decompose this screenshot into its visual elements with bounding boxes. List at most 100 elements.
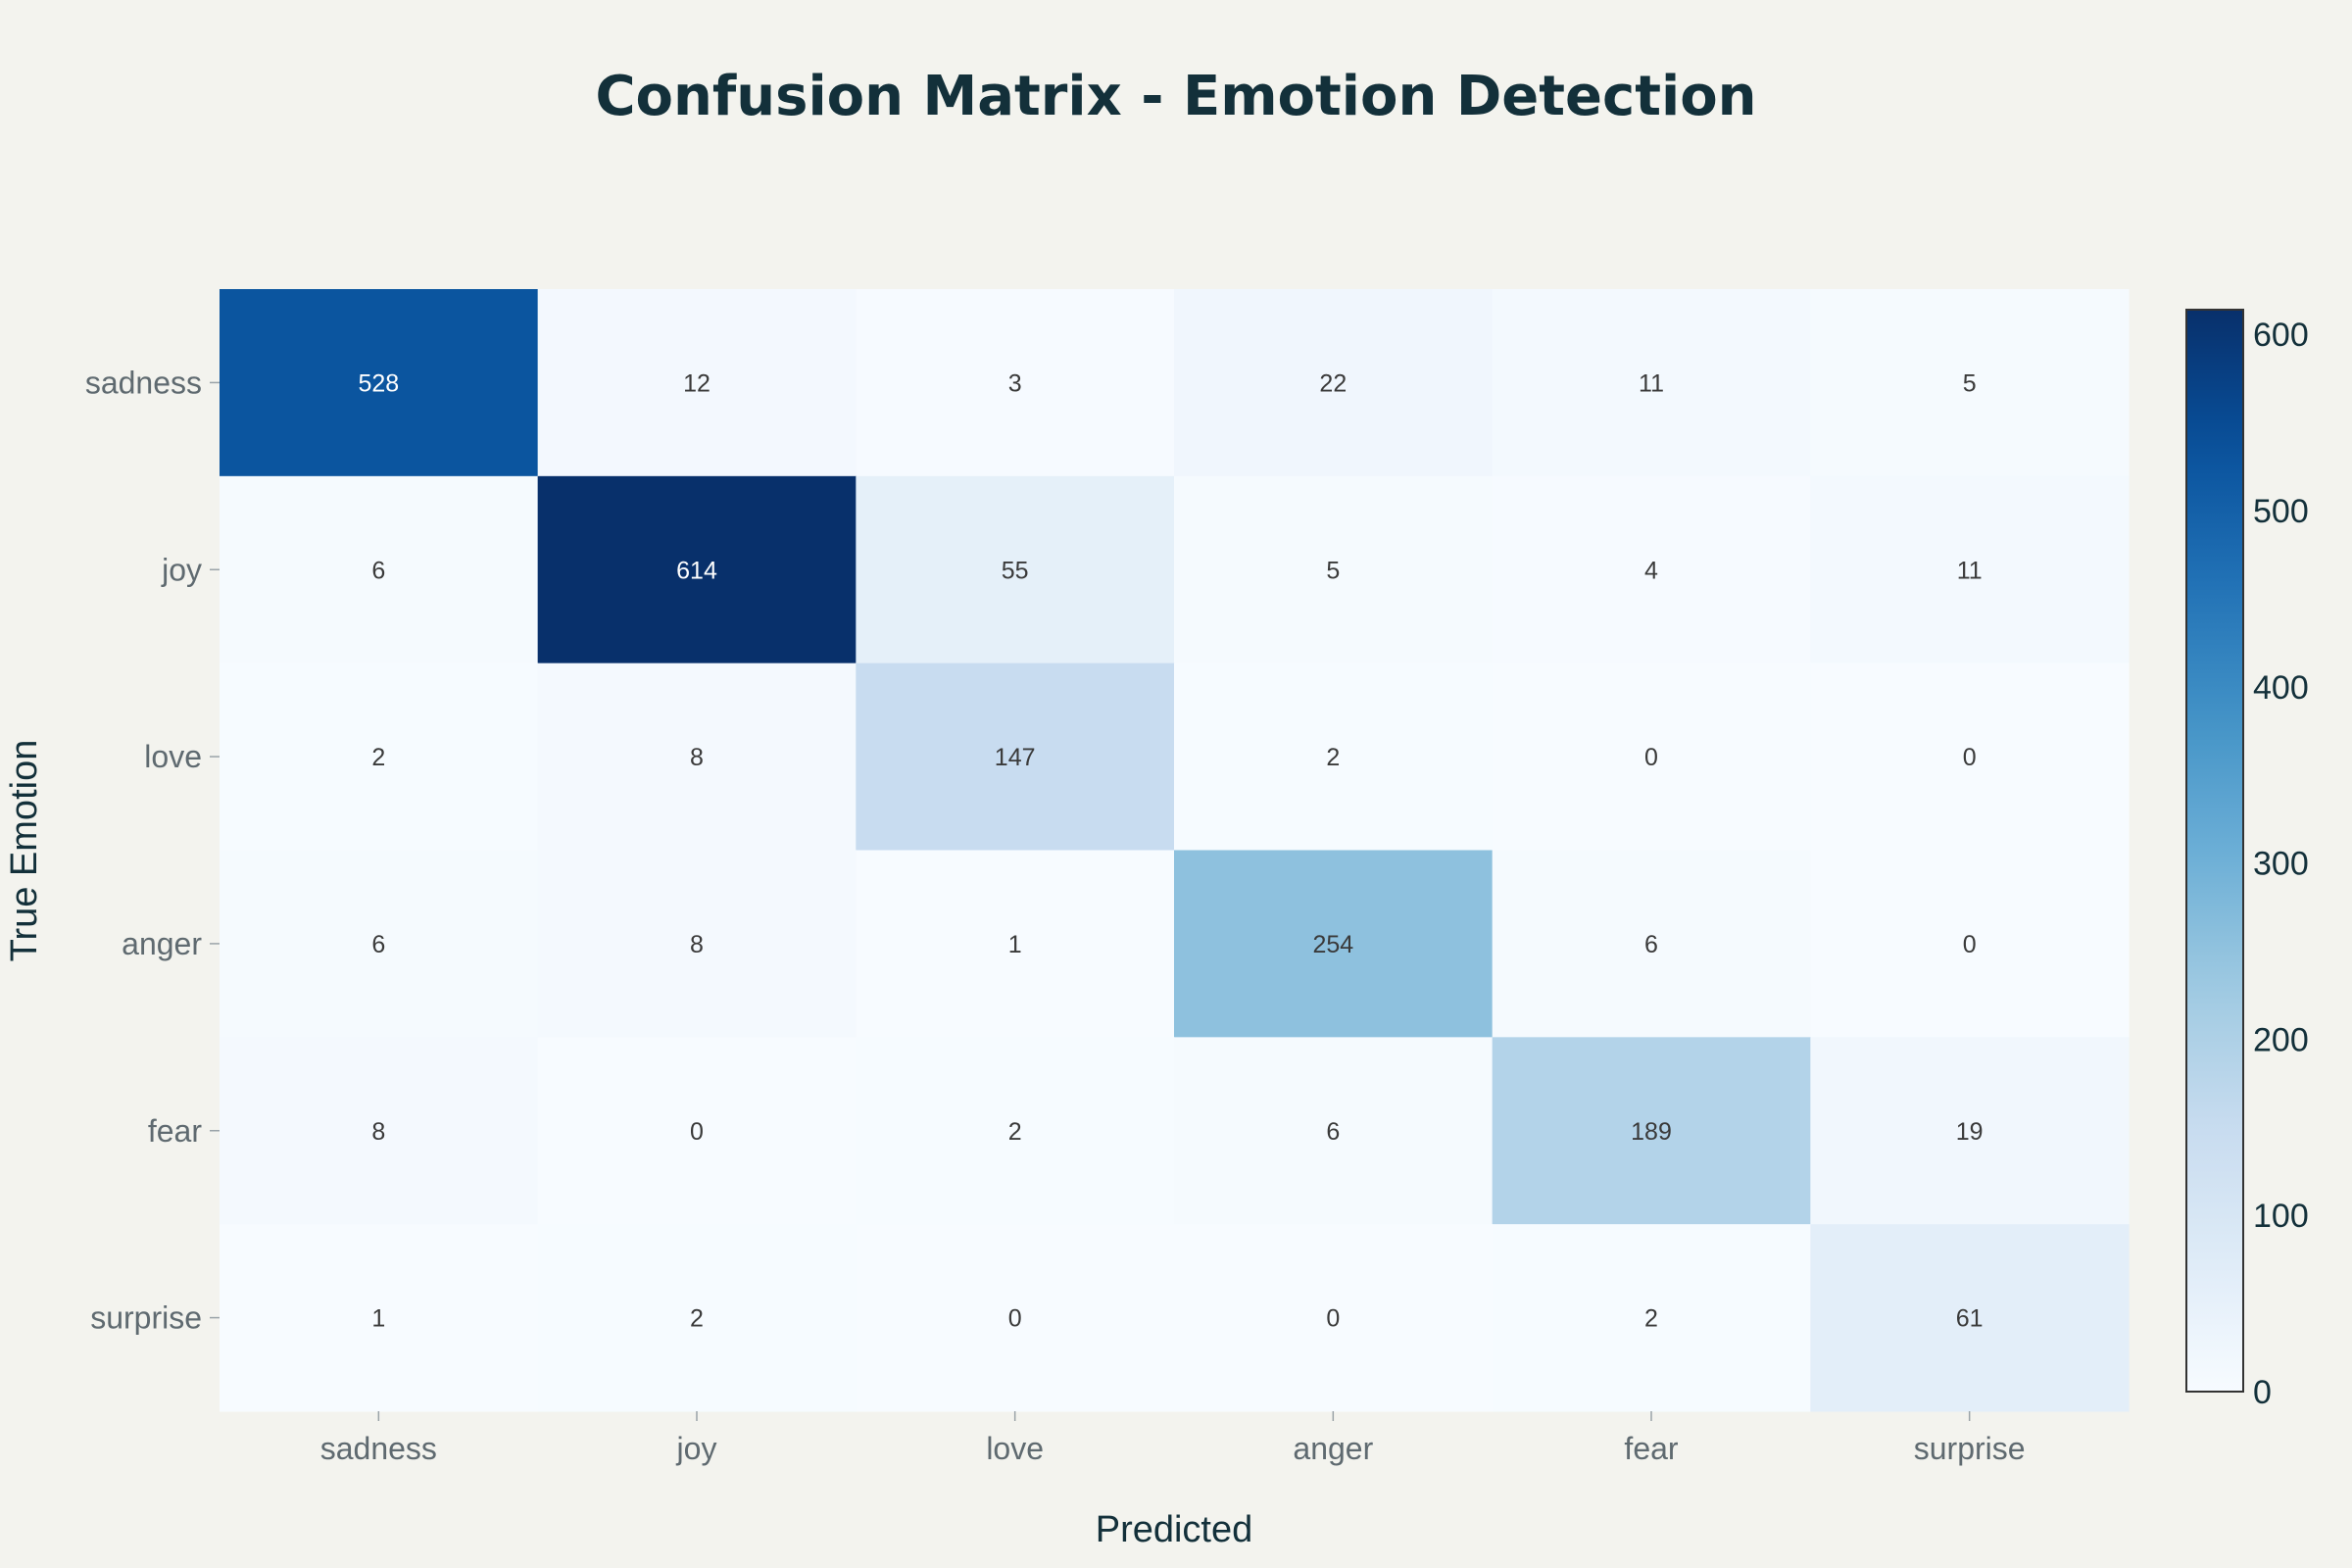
cell-value-label: 254 [1312,931,1353,958]
x-tick-label: surprise [1914,1431,2026,1466]
cell-value-label: 8 [371,1118,385,1146]
heatmap-cell [856,1224,1175,1412]
cell-value-label: 5 [1326,557,1340,584]
y-tick-label: love [144,739,202,774]
cell-value-label: 11 [1957,557,1983,584]
heatmap-cell [1492,289,1811,477]
heatmap-cell [220,662,539,852]
cell-value-label: 5 [1963,369,1977,397]
colorbar-tick-label: 500 [2253,493,2309,530]
heatmap-cell [856,850,1175,1038]
colorbar-gradient [2185,309,2244,1393]
colorbar-tick-label: 400 [2253,669,2309,707]
cell-value-label: 12 [683,369,710,397]
cell-value-label: 55 [1002,557,1029,584]
cell-value-label: 0 [690,1118,704,1146]
heatmap-cell [1174,475,1494,664]
cell-value-label: 0 [1326,1305,1340,1333]
heatmap-cell [220,850,539,1038]
colorbar-tick-label: 600 [2253,317,2309,354]
heatmap-cell [1492,1224,1811,1412]
heatmap-cells: 528 12 3 22 11 56 614 55 5 4 112 8 147 2 0 06 8 1 254 6 08 0 2… [220,289,2130,1412]
heatmap-cell [1492,850,1811,1038]
y-axis-title: True Emotion [4,740,45,962]
cell-value-label: 0 [1963,744,1977,771]
cell-value-label: 2 [1008,1118,1022,1146]
cell-value-label: 61 [1956,1305,1984,1333]
cell-value-label: 0 [1644,744,1658,771]
x-tick-label: joy [676,1431,717,1466]
cell-value-label: 189 [1631,1118,1672,1146]
heatmap-cell [537,1224,857,1412]
x-tick-label: anger [1293,1431,1373,1466]
cell-value-label: 2 [1326,744,1340,771]
x-tick-label: sadness [320,1431,437,1466]
x-axis-ticks: sadness joy love anger fear surprise [320,1411,2026,1466]
cell-value-label: 22 [1319,369,1347,397]
heatmap-cell [1492,1037,1811,1225]
heatmap-cell [537,289,857,477]
x-tick-label: love [986,1431,1044,1466]
cell-value-label: 6 [371,557,385,584]
heatmap-cell [220,289,539,477]
cell-value-label: 147 [995,744,1036,771]
cell-value-label: 3 [1008,369,1022,397]
cell-value-label: 614 [676,557,717,584]
cell-value-label: 1 [1008,931,1022,958]
heatmap-cell [1810,289,2130,477]
cell-value-label: 6 [371,931,385,958]
colorbar-tick-label: 0 [2253,1374,2272,1411]
heatmap-cell [1174,289,1494,477]
cell-value-label: 8 [690,744,704,771]
cell-value-label: 0 [1008,1305,1022,1333]
heatmap-cell [1174,850,1494,1038]
x-tick-label: fear [1624,1431,1678,1466]
heatmap-cell [856,1037,1175,1225]
heatmap-cell [537,850,857,1038]
y-tick-label: anger [122,926,202,961]
colorbar-tick-label: 200 [2253,1021,2309,1058]
heatmap-cell [1174,662,1494,852]
cell-value-label: 2 [690,1305,704,1333]
heatmap-cell [1810,475,2130,664]
cell-value-label: 6 [1326,1118,1340,1146]
heatmap-cell [1174,1037,1494,1225]
heatmap-cell [1174,1224,1494,1412]
heatmap-cell [220,1224,539,1412]
heatmap-cell [1810,1224,2130,1412]
cell-value-label: 2 [1644,1305,1658,1333]
cell-value-label: 1 [371,1305,385,1333]
colorbar: 0 100 200 300 400 500 600 [2185,309,2309,1411]
cell-value-label: 8 [690,931,704,958]
heatmap-cell [1492,662,1811,852]
heatmap-cell [1810,850,2130,1038]
heatmap-cell [537,662,857,852]
y-tick-label: sadness [85,365,202,400]
heatmap-cell [1492,475,1811,664]
heatmap-cell [220,475,539,664]
cell-value-label: 11 [1639,369,1664,397]
heatmap-cell [537,475,857,664]
heatmap-cell [856,289,1175,477]
cell-value-label: 19 [1956,1118,1984,1146]
cell-value-label: 528 [358,369,399,397]
cell-value-label: 4 [1644,557,1658,584]
heatmap-cell [220,1037,539,1225]
colorbar-tick-label: 100 [2253,1198,2309,1235]
heatmap-cell [856,662,1175,852]
cell-value-label: 2 [371,744,385,771]
cell-value-label: 0 [1963,931,1977,958]
y-tick-label: surprise [90,1300,202,1336]
y-axis-ticks: sadness joy love anger fear surprise [85,365,220,1336]
colorbar-tick-label: 300 [2253,846,2309,883]
x-axis-title: Predicted [1096,1509,1253,1550]
heatmap-cell [537,1037,857,1225]
y-tick-label: joy [161,552,202,587]
chart-title: Confusion Matrix - Emotion Detection [595,65,1756,128]
heatmap-cell [1810,662,2130,852]
y-tick-label: fear [148,1113,202,1149]
heatmap-cell [1810,1037,2130,1225]
cell-value-label: 6 [1644,931,1658,958]
heatmap-cell [856,475,1175,664]
